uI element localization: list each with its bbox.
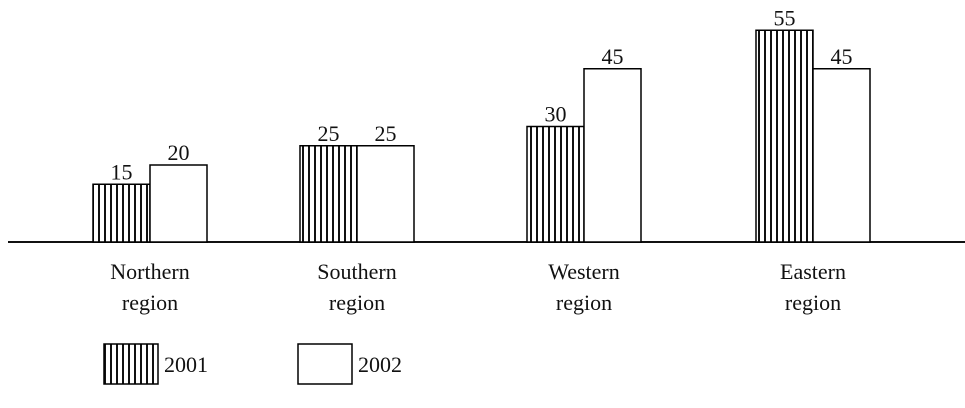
value-label: 25 [375, 121, 397, 146]
legend-swatch [297, 343, 353, 385]
legend-swatch [103, 343, 159, 385]
category-label: Western region [548, 259, 620, 315]
category-label: Southern region [317, 259, 397, 315]
bar [812, 68, 871, 243]
bar [299, 145, 358, 243]
category-label: Eastern region [780, 259, 846, 315]
value-label: 45 [831, 44, 853, 69]
bar [583, 68, 642, 243]
bar [526, 125, 585, 243]
value-label: 20 [168, 140, 190, 165]
bar [92, 183, 151, 243]
value-label: 15 [111, 159, 133, 184]
legend-label: 2001 [164, 352, 208, 377]
legend-label: 2002 [358, 352, 402, 377]
bar [755, 29, 814, 243]
value-label: 30 [545, 102, 567, 127]
value-label: 55 [774, 5, 796, 30]
bar [149, 164, 208, 243]
category-label: Northern region [110, 259, 190, 315]
value-label: 25 [318, 121, 340, 146]
value-label: 45 [602, 44, 624, 69]
bar [356, 145, 415, 243]
